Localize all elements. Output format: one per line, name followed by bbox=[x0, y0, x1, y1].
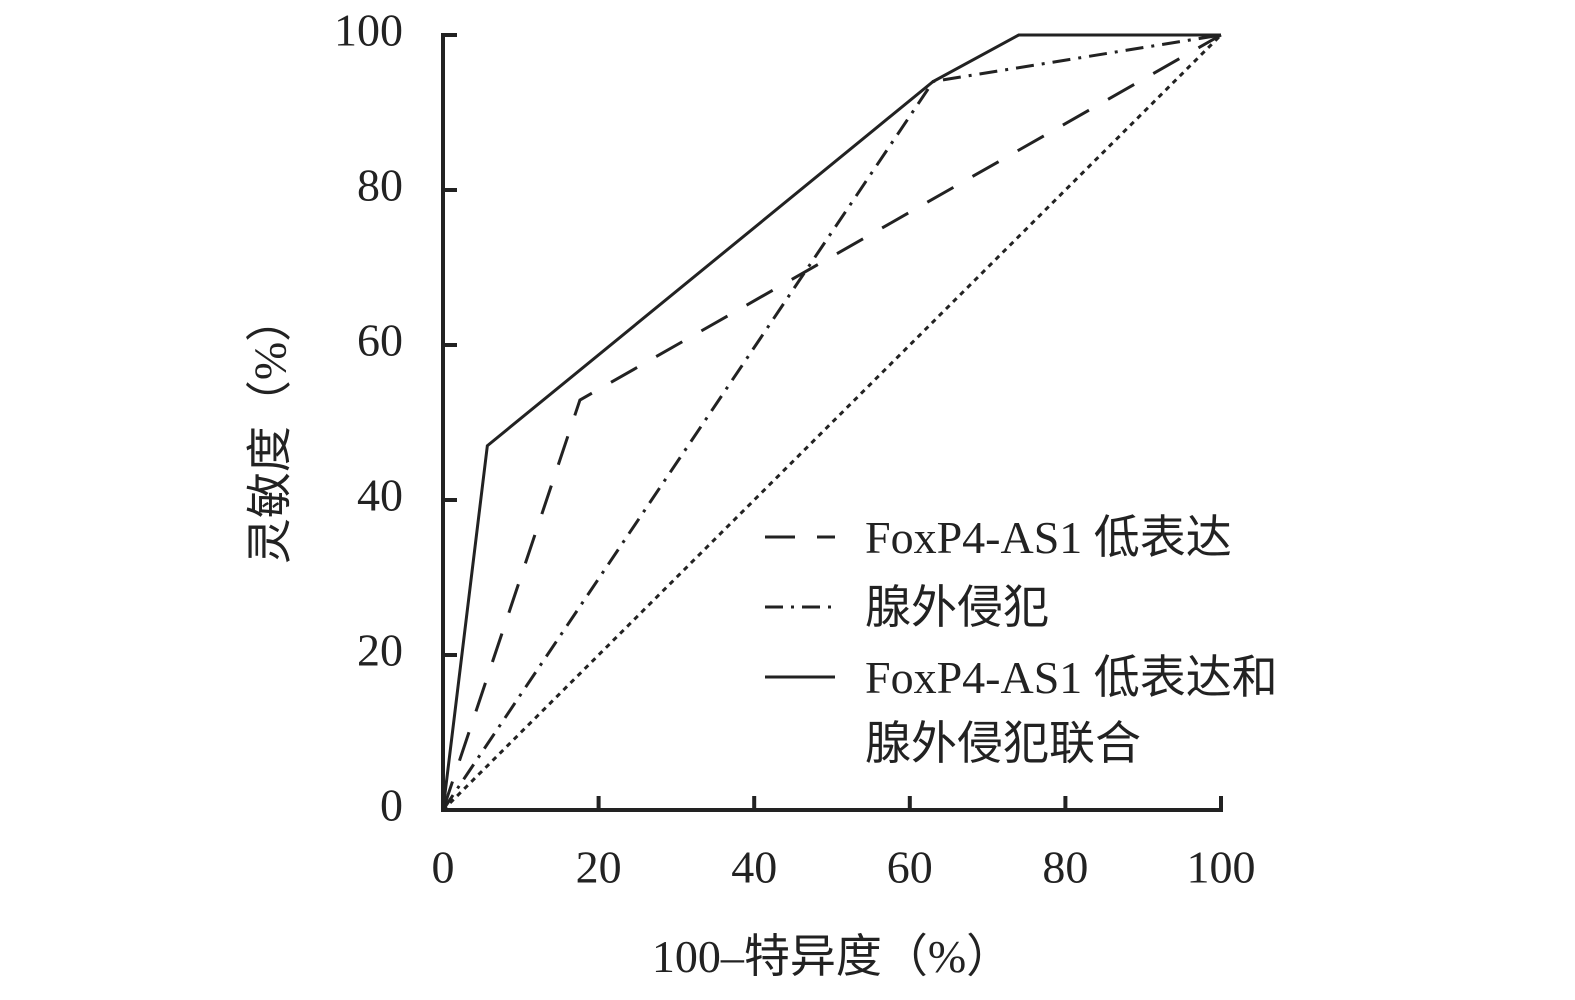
y-tick-label: 80 bbox=[357, 160, 403, 211]
legend-label: FoxP4-AS1 低表达和 腺外侵犯联合 bbox=[865, 652, 1278, 769]
series-line bbox=[441, 33, 1221, 811]
series-line bbox=[441, 33, 1222, 811]
y-tick-label: 40 bbox=[357, 470, 403, 521]
y-tick-label: 0 bbox=[380, 780, 403, 831]
x-tick-label: 40 bbox=[731, 842, 777, 893]
x-axis-title: 100–特异度（%） bbox=[652, 931, 1012, 982]
x-tick-label: 100 bbox=[1187, 842, 1256, 893]
x-tick-label: 80 bbox=[1042, 842, 1088, 893]
legend-label: 腺外侵犯 bbox=[865, 582, 1049, 633]
y-tick-label: 60 bbox=[357, 315, 403, 366]
x-tick-label: 60 bbox=[887, 842, 933, 893]
series-line bbox=[441, 33, 1223, 812]
y-axis-title: 灵敏度（%） bbox=[245, 296, 296, 564]
x-tick-label: 20 bbox=[576, 842, 622, 893]
legend-label: FoxP4-AS1 低表达 bbox=[865, 512, 1232, 563]
y-tick-label: 20 bbox=[357, 625, 403, 676]
x-tick-label: 0 bbox=[432, 842, 455, 893]
y-tick-label: 100 bbox=[334, 5, 403, 56]
